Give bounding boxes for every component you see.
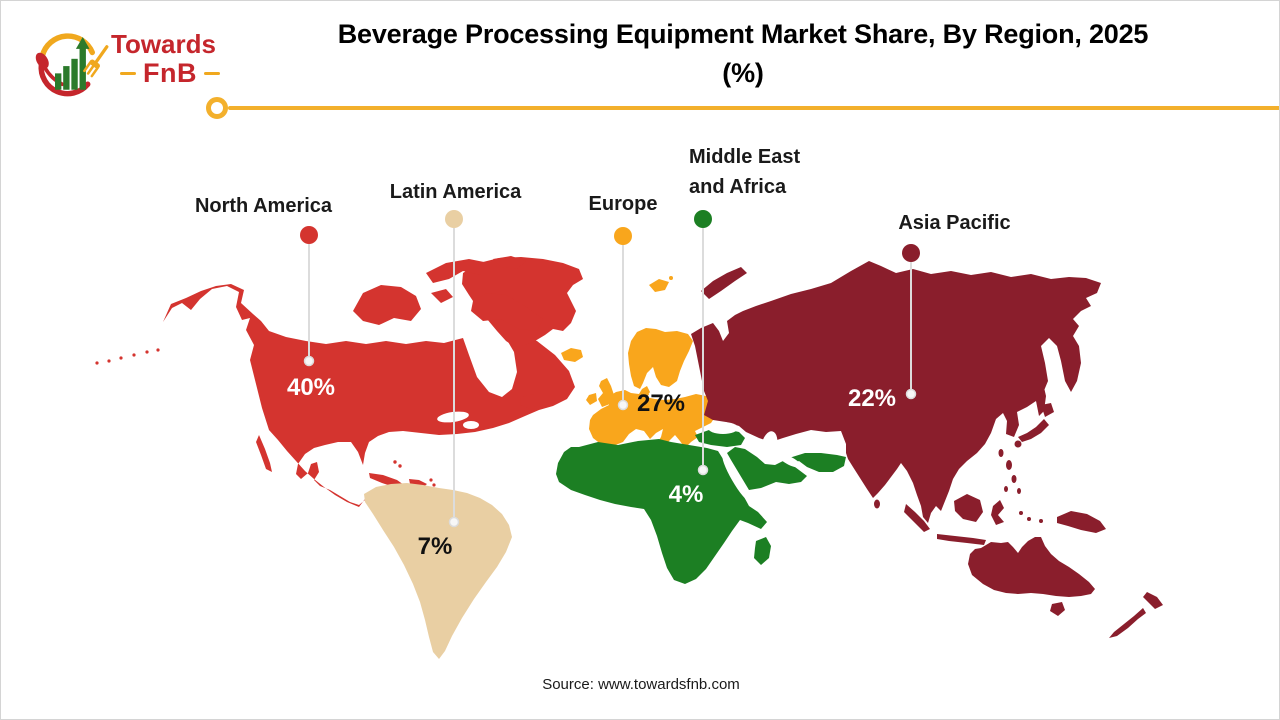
- value-middle-east-africa: 4%: [668, 481, 704, 508]
- value-europe: 27%: [636, 390, 686, 417]
- callouts: [300, 210, 920, 528]
- region-latin-america-shape: [364, 483, 512, 659]
- value-asia-pacific: 22%: [847, 385, 897, 412]
- callout-dot-latin-america: [445, 210, 463, 228]
- label-middle-east-africa: Middle East and Africa: [689, 146, 801, 198]
- leader-end-europe: [617, 399, 629, 411]
- region-asia-pacific-shape: [691, 261, 1163, 638]
- leader-end-middle-east-africa: [697, 464, 709, 476]
- leader-end-north-america: [303, 355, 315, 367]
- brand-dash-left: [120, 72, 136, 75]
- brand-subname: FnB: [143, 58, 197, 88]
- callout-dot-middle-east-africa: [694, 210, 712, 228]
- brand-name: Towards: [111, 29, 216, 59]
- callout-dot-north-america: [300, 226, 318, 244]
- brand-logo-icon: [35, 33, 109, 97]
- accent-rule-ring: [206, 97, 228, 119]
- accent-rule: [228, 106, 1279, 110]
- callout-dot-europe: [614, 227, 632, 245]
- label-north-america: North America: [194, 195, 333, 217]
- callout-dot-asia-pacific: [902, 244, 920, 262]
- leader-end-latin-america: [448, 516, 460, 528]
- region-middle-east-africa-shape: [556, 429, 846, 584]
- leader-end-asia-pacific: [905, 388, 917, 400]
- brand-dash-right: [203, 72, 220, 75]
- value-latin-america: 7%: [417, 533, 453, 560]
- brand-logo: Towards FnB: [15, 7, 255, 107]
- page-title: Beverage Processing Equipment Market Sha…: [337, 19, 1149, 89]
- label-latin-america: Latin America: [389, 181, 522, 203]
- brand-subname-row: FnB: [107, 58, 233, 89]
- region-europe-shape: [561, 276, 717, 450]
- label-asia-pacific: Asia Pacific: [898, 212, 1011, 234]
- label-europe: Europe: [588, 193, 658, 215]
- source-attribution: Source: www.towardsfnb.com: [542, 676, 740, 693]
- value-north-america: 40%: [286, 374, 336, 401]
